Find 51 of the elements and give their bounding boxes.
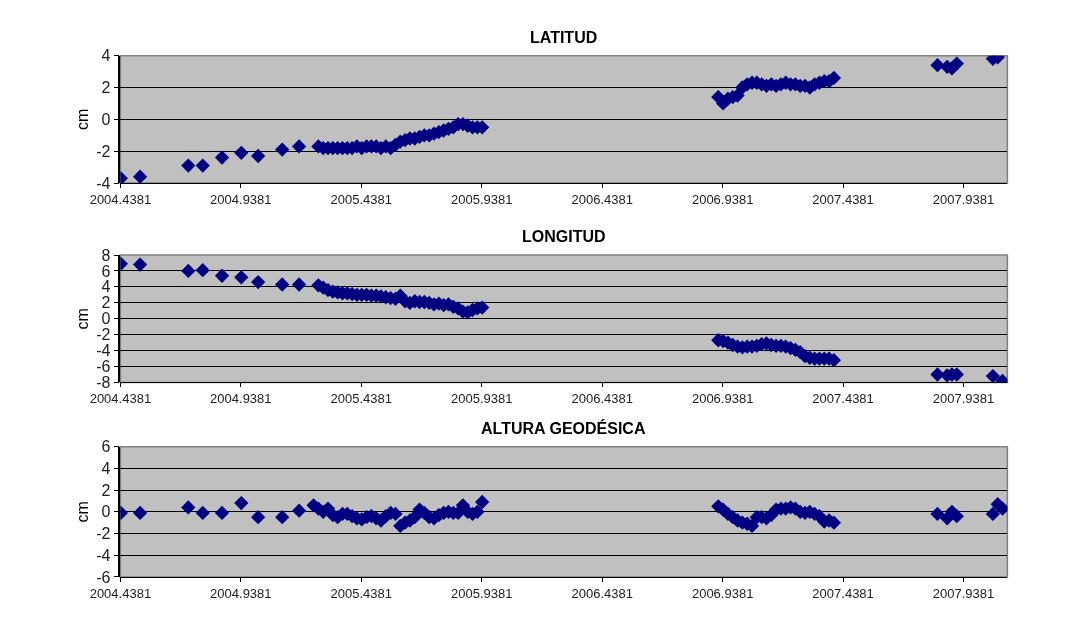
y-tick-label: 0 xyxy=(101,503,111,521)
y-tick-label: 0 xyxy=(101,110,111,128)
y-tick-label: -4 xyxy=(96,174,111,192)
x-tick-label: 2007.9381 xyxy=(932,391,995,407)
x-tick-label: 2004.4381 xyxy=(89,391,152,407)
x-tick-label: 2006.4381 xyxy=(571,391,633,407)
x-tick-label: 2006.9381 xyxy=(691,585,754,601)
x-tick-label: 2006.4381 xyxy=(571,585,633,601)
x-tick-label: 2006.9381 xyxy=(691,191,754,207)
x-tick-label: 2007.9381 xyxy=(932,585,995,601)
y-tick-label: 2 xyxy=(101,481,111,499)
y-tick-label: -6 xyxy=(96,358,111,376)
y-tick-label: -4 xyxy=(96,546,111,564)
y-tick-label: -4 xyxy=(96,342,111,360)
x-tick-label: 2004.9381 xyxy=(210,191,272,207)
y-axis-title: cm xyxy=(73,308,91,330)
x-tick-label: 2005.9381 xyxy=(451,191,513,207)
y-tick-label: -2 xyxy=(96,525,111,543)
y-tick-label: 8 xyxy=(101,246,111,264)
y-tick-label: 0 xyxy=(101,310,111,328)
y-tick-label: 4 xyxy=(101,278,111,296)
x-tick-label: 2004.9381 xyxy=(210,585,272,601)
y-axis-title: cm xyxy=(73,501,91,523)
y-tick-label: 6 xyxy=(101,438,111,456)
y-tick-label: -2 xyxy=(96,326,111,344)
y-tick-label: 4 xyxy=(101,459,111,477)
y-tick-label: 2 xyxy=(101,79,111,97)
y-tick-label: 6 xyxy=(101,262,111,280)
y-axis-title: cm xyxy=(73,108,91,131)
x-tick-label: 2005.9381 xyxy=(451,585,513,601)
x-tick-label: 2004.4381 xyxy=(89,585,152,601)
chart-title: LATITUD xyxy=(530,29,598,46)
x-tick-label: 2007.9381 xyxy=(932,191,995,207)
x-tick-label: 2005.4381 xyxy=(330,391,393,407)
x-tick-label: 2005.4381 xyxy=(330,191,393,207)
x-tick-label: 2005.9381 xyxy=(451,391,513,407)
x-tick-label: 2007.4381 xyxy=(812,391,874,407)
chart-title: LONGITUD xyxy=(522,228,606,245)
x-tick-label: 2005.4381 xyxy=(330,585,393,601)
y-tick-label: -8 xyxy=(96,374,111,392)
y-tick-label: 2 xyxy=(101,294,111,312)
x-tick-label: 2006.9381 xyxy=(691,391,754,407)
x-tick-label: 2004.9381 xyxy=(210,391,272,407)
x-tick-label: 2007.4381 xyxy=(812,585,874,601)
chart-title: ALTURA GEODÉSICA xyxy=(481,419,646,437)
x-tick-label: 2006.4381 xyxy=(571,191,633,207)
y-tick-label: 4 xyxy=(101,47,111,65)
x-tick-label: 2004.4381 xyxy=(89,191,152,207)
x-tick-label: 2007.4381 xyxy=(812,191,874,207)
y-tick-label: -6 xyxy=(96,568,111,586)
y-tick-label: -2 xyxy=(96,142,111,160)
